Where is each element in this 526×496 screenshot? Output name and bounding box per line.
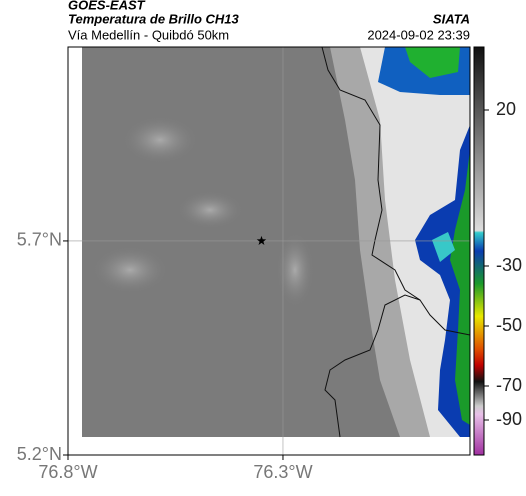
cloud-band: [360, 47, 470, 437]
header-subtitle: Vía Medellín - Quibdó 50km: [68, 27, 229, 42]
border-line: [321, 46, 471, 336]
cloud: [120, 115, 200, 165]
colorbar-tick-label: 20: [496, 99, 516, 119]
satellite-image: [82, 47, 470, 437]
cloud: [275, 230, 315, 310]
y-tick-label: 5.2°N: [17, 444, 62, 464]
colorbar: [473, 46, 485, 456]
axes: [68, 47, 470, 455]
y-tick-label: 5.7°N: [17, 230, 62, 250]
header-source: SIATA: [433, 11, 470, 26]
cloud: [175, 190, 245, 230]
cold-top: [405, 47, 460, 78]
header-line2: Temperatura de Brillo CH13: [68, 11, 240, 26]
borders: [321, 46, 471, 438]
map-frame: [67, 46, 471, 456]
cold-top: [450, 150, 470, 425]
location-marker: [256, 235, 267, 245]
colorbar-tick-label: -30: [496, 255, 522, 275]
colorbar-tick-label: -50: [496, 315, 522, 335]
colorbar-tick-label: -90: [496, 409, 522, 429]
x-tick-label: 76.3°W: [253, 462, 312, 482]
header-line1: GOES-EAST: [68, 0, 146, 12]
cold-top: [432, 232, 455, 262]
x-tick-label: 76.8°W: [38, 462, 97, 482]
colorbar-tick-label: -70: [496, 375, 522, 395]
cloud: [90, 245, 170, 295]
cold-top: [415, 125, 470, 437]
header-datetime: 2024-09-02 23:39: [367, 27, 470, 42]
border-line: [324, 294, 421, 438]
